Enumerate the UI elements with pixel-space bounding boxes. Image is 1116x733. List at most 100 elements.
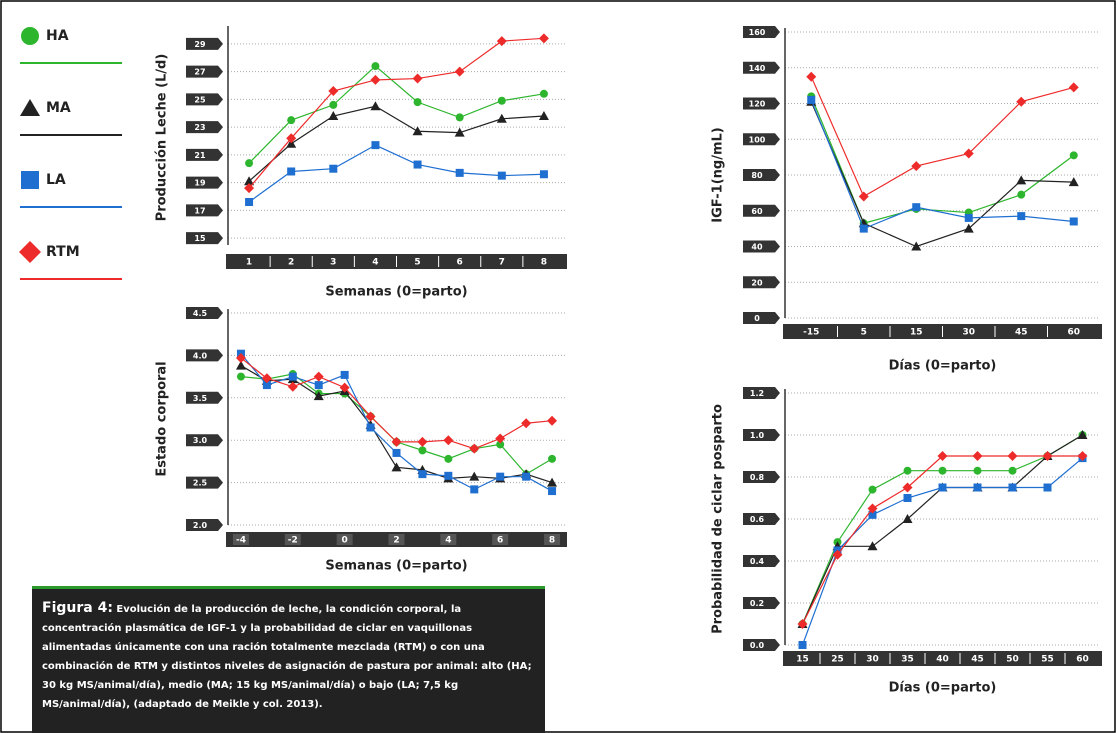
data-point: [454, 127, 465, 137]
data-point: [245, 159, 254, 168]
data-point: [937, 451, 948, 461]
data-point: [911, 161, 922, 172]
data-point: [868, 510, 877, 519]
y-tick-label: 27: [194, 68, 205, 77]
x-tick-label: 35: [901, 655, 914, 665]
x-tick-label: 2: [288, 258, 294, 268]
data-point: [314, 381, 323, 390]
data-point: [938, 466, 947, 475]
x-tick-label: 5: [414, 258, 420, 268]
data-point: [444, 471, 453, 480]
y-tick-box: [186, 37, 223, 50]
y-tick-box: [186, 349, 223, 362]
y-tick-box: [743, 597, 780, 609]
data-point: [832, 549, 843, 560]
data-point: [938, 483, 947, 492]
series-line: [810, 101, 1074, 248]
caption-text: Evolución de la producción de leche, la …: [42, 604, 532, 710]
caption: Figura 4: Evolución de la producción de …: [32, 586, 545, 733]
x-tick-label: -2: [288, 536, 298, 546]
y-tick-label: 0.4: [750, 557, 765, 566]
data-point: [1068, 177, 1079, 187]
y-tick-box: [743, 97, 780, 110]
data-point: [902, 482, 913, 493]
data-point: [806, 71, 817, 82]
x-tick-label: 6: [497, 536, 503, 546]
y-tick-box: [186, 434, 223, 447]
data-point: [1068, 82, 1079, 93]
data-point: [365, 411, 376, 422]
y-tick-box: [186, 204, 223, 217]
data-point: [973, 483, 982, 492]
y-tick-box: [186, 519, 223, 531]
y-tick-label: 160: [749, 28, 766, 37]
y-tick-box: [743, 133, 780, 146]
data-point: [329, 100, 338, 109]
data-point: [418, 470, 427, 479]
data-point: [288, 372, 297, 381]
data-point: [235, 360, 246, 370]
data-point: [497, 171, 506, 180]
data-point: [497, 96, 506, 105]
data-point: [1069, 151, 1078, 160]
data-point: [443, 435, 454, 446]
data-point: [287, 381, 298, 392]
x-tick-box: [284, 534, 301, 545]
y-tick-box: [186, 65, 223, 78]
y-tick-box: [743, 169, 780, 181]
x-tick-label: 25: [831, 655, 844, 665]
y-tick-box: [743, 26, 780, 38]
data-point: [340, 370, 349, 379]
data-point: [1069, 217, 1078, 226]
y-tick-label: 29: [194, 40, 206, 49]
data-point: [963, 148, 974, 159]
data-point: [964, 213, 973, 222]
y-tick-box: [743, 387, 780, 399]
y-tick-box: [743, 639, 780, 651]
data-point: [539, 89, 548, 98]
data-point: [444, 454, 453, 463]
y-tick-label: 20: [751, 278, 763, 287]
data-point: [413, 160, 422, 169]
data-point: [1008, 466, 1017, 475]
y-tick-label: 15: [194, 234, 206, 243]
series-line: [240, 357, 553, 450]
y-tick-box: [186, 176, 223, 189]
data-point: [496, 472, 505, 481]
y-tick-box: [743, 61, 780, 74]
x-tick-label: 30: [962, 328, 975, 338]
data-point: [1008, 483, 1017, 492]
series-line: [810, 76, 1074, 198]
x-tick-label: 45: [971, 655, 984, 665]
y-tick-box: [743, 240, 780, 253]
data-point: [807, 95, 816, 104]
y-tick-label: 40: [751, 243, 763, 252]
x-tick-label: 30: [866, 655, 879, 665]
y-tick-label: 19: [194, 179, 206, 188]
x-tick-box: [388, 534, 405, 545]
data-point: [235, 352, 246, 363]
y-tick-label: 60: [751, 207, 763, 216]
data-point: [412, 126, 423, 136]
data-point: [392, 448, 401, 457]
x-tick-label: 60: [1067, 328, 1080, 338]
y-tick-label: 1.0: [750, 431, 765, 440]
data-point: [244, 176, 255, 186]
data-point: [261, 373, 272, 384]
data-point: [1017, 190, 1026, 199]
data-point: [313, 391, 324, 401]
data-point: [496, 440, 505, 449]
y-tick-label: 140: [749, 64, 766, 73]
y-tick-box: [186, 93, 223, 106]
data-point: [455, 113, 464, 122]
x-tick-label: 45: [1015, 328, 1028, 338]
caption-label: Figura 4:: [42, 600, 113, 616]
data-point: [859, 224, 868, 233]
data-point: [1042, 451, 1053, 461]
data-point: [903, 466, 912, 475]
y-tick-label: 0.8: [750, 473, 765, 482]
legend-label: MA: [46, 100, 71, 116]
legend-label: HA: [46, 28, 69, 44]
